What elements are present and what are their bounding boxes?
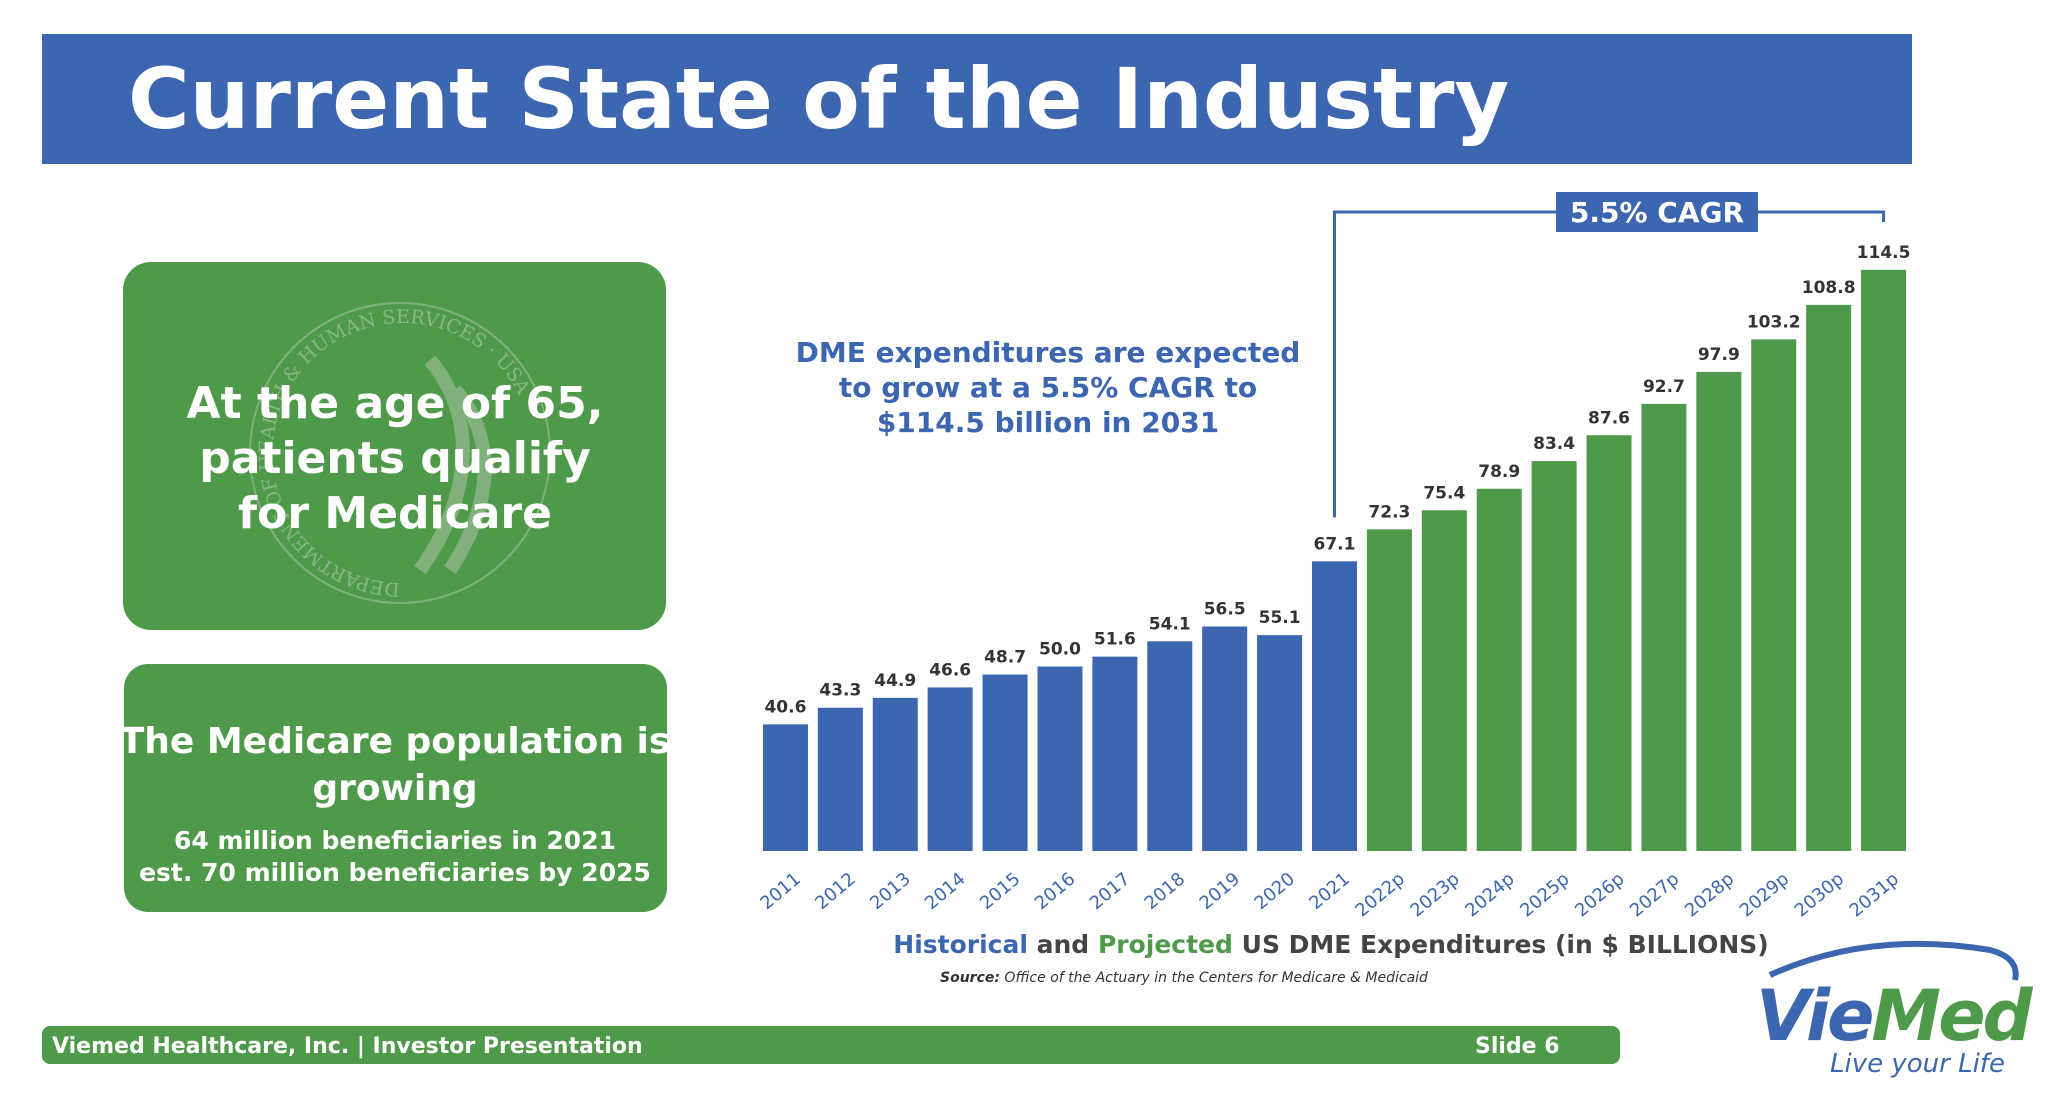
bar [1366,529,1412,851]
annotation: $114.5 billion in 2031 [877,406,1219,439]
source-text: Office of the Actuary in the Centers for… [1004,970,1428,986]
box-text: patients qualify [199,433,591,484]
value-label: 48.7 [984,647,1026,667]
slide-title: Current State of the Industry [128,50,1509,148]
box-text: The Medicare population is [120,721,671,762]
x-tick-label: 2028p [1681,869,1738,922]
bar [982,674,1028,851]
x-tick-label: 2012 [811,869,860,915]
value-label: 108.8 [1802,278,1856,298]
logo-tagline: Live your Life [1830,1049,2005,1079]
bar [1202,626,1248,851]
x-tick-label: 2025p [1516,869,1573,922]
caption-part: US DME Expenditures (in $ BILLIONS) [1242,930,1769,959]
x-tick-label: 2014 [921,869,970,915]
box-text: At the age of 65, [187,378,604,429]
bar [1696,371,1742,851]
x-tick-label: 2019 [1196,869,1245,915]
x-tick-label: 2011 [756,869,805,915]
value-label: 67.1 [1314,534,1356,554]
value-label: 55.1 [1259,608,1301,628]
value-label: 50.0 [1039,640,1081,660]
bar [1037,666,1083,851]
x-tick-label: 2031p [1846,869,1903,922]
logo-name: VieMed [1756,975,2034,1057]
value-label: 87.6 [1588,408,1630,428]
x-tick-label: 2030p [1791,869,1848,922]
logo-part: Vie [1756,975,1872,1057]
value-label: 40.6 [764,697,806,717]
box-detail: est. 70 million beneficiaries by 2025 [139,858,651,887]
bar [762,724,808,851]
footer-text: Viemed Healthcare, Inc. | Investor Prese… [52,1034,643,1059]
box-detail: 64 million beneficiaries in 2021 [174,826,616,855]
bar [1147,641,1193,851]
info-box [124,664,667,912]
value-label: 43.3 [819,681,861,701]
value-label: 83.4 [1533,434,1575,454]
bar [872,697,918,851]
chart-caption: Historical and Projected US DME Expendit… [893,930,1768,959]
value-label: 54.1 [1149,614,1191,634]
bar [1092,656,1138,851]
bar [1476,488,1522,851]
box-text: growing [312,768,477,809]
value-label: 92.7 [1643,377,1685,397]
x-tick-label: 2018 [1141,869,1190,915]
bar [1641,403,1687,851]
source: Source: Office of the Actuary in the Cen… [940,970,1428,986]
bar [1257,635,1303,851]
title-bar [42,34,1912,164]
bar [927,687,973,851]
bar [1421,510,1467,851]
logo-part: Med [1871,975,2033,1057]
value-label: 97.9 [1698,345,1740,365]
bar [1586,435,1632,851]
x-tick-label: 2029p [1736,869,1793,922]
value-label: 72.3 [1368,502,1410,522]
caption-part: Historical [893,930,1028,959]
bar [1311,561,1358,851]
x-tick-label: 2016 [1031,869,1080,915]
x-tick-label: 2013 [866,869,915,915]
box-text: for Medicare [238,488,552,539]
value-label: 44.9 [874,671,916,691]
value-label: 114.5 [1857,243,1911,263]
annotation: DME expenditures are expected [796,336,1301,369]
bar [1751,339,1797,851]
value-label: 46.6 [929,660,971,680]
value-label: 75.4 [1423,483,1465,503]
logo: VieMed Live your Life [1756,940,2037,1079]
cagr-box [1556,192,1758,232]
x-tick-label: 2023p [1406,869,1463,922]
source-label: Source: [940,970,1000,986]
x-tick-label: 2022p [1352,869,1409,922]
bar [817,707,863,851]
annotation: to grow at a 5.5% CAGR to [839,371,1257,404]
x-tick-label: 2024p [1461,869,1518,922]
footer-bar [42,1026,1620,1064]
bar [1806,304,1852,851]
x-tick-label: 2021 [1305,869,1354,915]
caption-part: Projected [1098,930,1233,959]
bar [1861,269,1907,851]
value-label: 103.2 [1747,312,1801,332]
slide-number: Slide 6 [1475,1034,1560,1059]
x-tick-label: 2020 [1250,869,1299,915]
x-tick-label: 2026p [1571,869,1628,922]
info-box [123,262,666,630]
x-tick-label: 2017 [1086,869,1135,915]
x-tick-label: 2015 [976,869,1025,915]
caption-part: and [1037,930,1090,959]
x-tick-label: 2027p [1626,869,1683,922]
logo-swoosh [1768,940,2019,981]
value-label: 51.6 [1094,630,1136,650]
cagr-label: 5.5% CAGR [1570,196,1744,229]
bar [1531,461,1577,851]
value-label: 56.5 [1204,600,1246,620]
value-label: 78.9 [1478,462,1520,482]
